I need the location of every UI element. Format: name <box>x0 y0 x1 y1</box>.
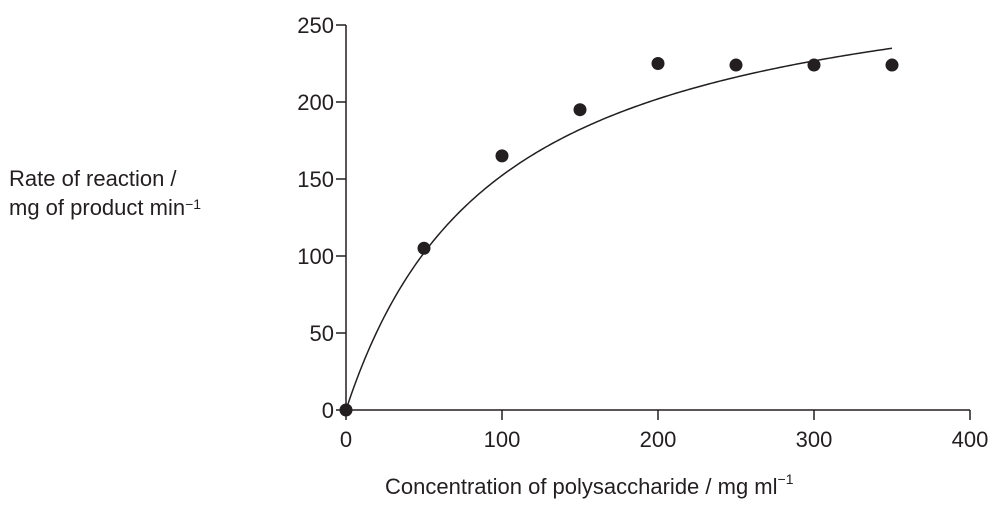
y-axis-label: Rate of reaction / mg of product min−1 <box>9 164 201 222</box>
y-axis-label-line1: Rate of reaction / <box>9 166 177 191</box>
y-axis-label-superscript: −1 <box>185 196 202 212</box>
fit-curve <box>345 47 893 411</box>
data-point-3 <box>495 149 509 163</box>
data-point-6 <box>729 58 743 72</box>
data-point-2 <box>417 241 431 255</box>
y-axis-label-line2: mg of product min−1 <box>9 193 201 222</box>
x-tick-label-0: 0 <box>340 427 352 452</box>
x-axis-label-text: Concentration of polysaccharide / mg ml <box>385 474 778 499</box>
data-points <box>339 57 899 417</box>
x-tick-label-400: 400 <box>952 427 989 452</box>
x-axis-label: Concentration of polysaccharide / mg ml−… <box>385 471 794 500</box>
x-tick-label-300: 300 <box>796 427 833 452</box>
x-tick-label-200: 200 <box>640 427 677 452</box>
y-axis-label-line2-text: mg of product min <box>9 195 186 220</box>
tick-labels: 0 100 200 300 400 0 50 100 150 200 250 <box>297 13 988 452</box>
y-tick-label-200: 200 <box>297 90 334 115</box>
y-tick-label-250: 250 <box>297 13 334 38</box>
y-tick-label-150: 150 <box>297 167 334 192</box>
tick-marks <box>336 24 971 420</box>
x-axis-label-superscript: −1 <box>777 471 794 487</box>
x-tick-label-100: 100 <box>484 427 521 452</box>
y-tick-label-100: 100 <box>297 244 334 269</box>
data-point-5 <box>651 57 665 70</box>
data-point-8 <box>885 58 899 72</box>
data-point-1 <box>339 403 353 417</box>
axes <box>345 25 970 411</box>
y-tick-label-50: 50 <box>310 321 334 346</box>
data-point-4 <box>573 103 587 117</box>
data-point-7 <box>807 58 821 72</box>
y-tick-label-0: 0 <box>322 398 334 423</box>
